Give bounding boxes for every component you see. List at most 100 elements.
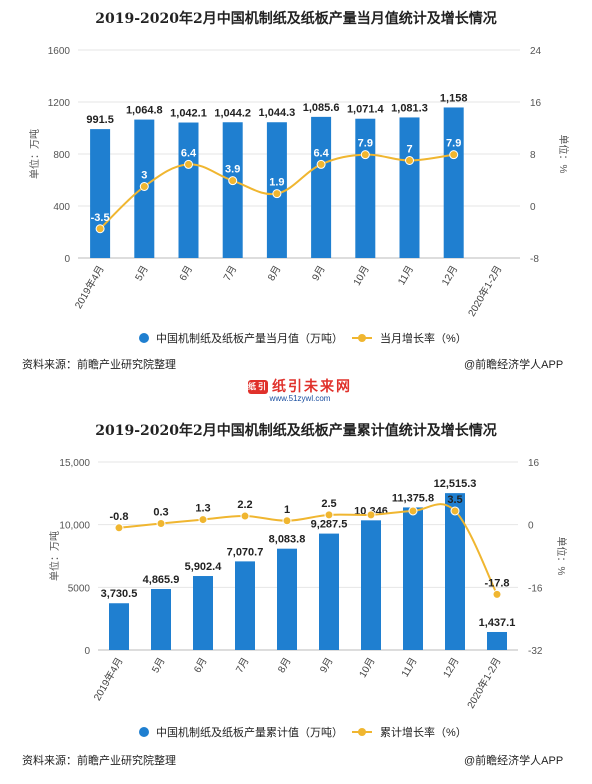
growth-label: 1.9 [269,177,284,189]
bar-label: 1,044.3 [259,107,296,119]
x-tick-label: 7月 [233,656,251,675]
x-tick-label: 7月 [221,264,239,283]
bar [445,493,465,650]
bar-label: 5,902.4 [185,561,223,573]
x-tick-label: 6月 [191,656,209,675]
bar-label: 1,158 [440,92,468,104]
growth-label: 2.5 [321,498,336,510]
bar [235,561,255,650]
growth-label: 3.9 [225,164,240,176]
bar [90,129,111,258]
growth-point [240,511,250,521]
bar-label: 8,083.8 [269,534,306,546]
legend-swatch-bar [139,727,149,737]
legend-swatch-line-dot [358,334,366,342]
growth-label: -3.5 [91,212,110,224]
cumulative-chart: 2019-2020年2月中国机制纸及纸板产量累计值统计及增长情况 0 5000 10… [0,396,592,784]
growth-label: -0.8 [110,511,129,523]
bar-label: 1,042.1 [170,108,207,120]
y-tick-left: 400 [53,202,70,213]
growth-point [405,156,414,165]
bar-label: 1,064.8 [126,105,163,117]
bar [311,116,332,258]
growth-label: 7 [406,144,412,156]
y-tick-left: 15,000 [59,458,90,469]
bar-label: 3,730.5 [101,588,138,600]
source-note: 资料来源：前瞻产业研究院整理 [22,755,176,767]
bar [487,631,507,650]
y-tick-right: -32 [528,646,543,657]
legend-label-bar: 中国机制纸及纸板产量当月值（万吨） [156,331,343,345]
bar [178,122,199,258]
y-tick-right: 16 [528,458,540,469]
growth-point [492,589,502,599]
growth-point [272,189,282,199]
x-tick-label: 2019年4月 [90,655,125,703]
bar [222,122,243,258]
growth-label: 6.4 [181,147,197,159]
x-tick-label: 9月 [310,264,328,283]
x-tick-label: 8月 [275,656,293,675]
bar-label: 1,081.3 [391,102,428,114]
bar [109,603,129,650]
bar-label: 1,437.1 [479,617,516,629]
monthly-chart: 2019-2020年2月中国机制纸及纸板产量当月值统计及增长情况 0 400 800… [0,0,592,378]
growth-point [316,159,326,169]
growth-label: 3.5 [447,494,462,506]
growth-point [228,176,238,186]
growth-point [139,182,149,191]
growth-label: 6.4 [313,147,329,159]
bar-label: 4,865.9 [143,574,180,586]
x-tick-label: 10月 [357,656,378,680]
y-tick-right: 0 [530,202,536,213]
y-tick-left: 0 [84,646,90,657]
brand-note: @前瞻经济学人APP [464,755,564,767]
x-tick-label: 5月 [133,264,151,283]
growth-point [282,516,292,526]
bar [399,117,420,258]
bar [277,548,297,650]
y-tick-right: -8 [530,254,539,265]
bar-label: 1,071.4 [347,104,385,116]
bar [193,576,213,650]
site-logo: 纸引未来纸引未来网 www.51zywl.com [230,376,370,405]
x-tick-label: 9月 [317,656,335,675]
y-axis-label-right: 单位：% [557,135,570,174]
y-axis-label-left: 单位：万吨 [48,531,61,581]
monthly-chart-plot: 0 400 800 1200 1600 -8 0 8 16 24 单位：万吨 单位：% 991.5 1,0… [28,46,570,345]
bar [361,520,381,650]
x-tick-label: 10月 [351,264,372,288]
y-axis-label-left: 单位：万吨 [28,129,41,179]
growth-point [366,510,376,520]
x-tick-label: 2020年1-2月 [464,655,504,711]
x-tick-label: 12月 [441,656,462,680]
growth-label: 7.9 [358,138,373,150]
logo-text: 纸引未来网 [272,378,352,394]
y-tick-left: 5000 [68,583,91,594]
y-tick-left: 10,000 [59,521,90,532]
cumulative-chart-plot: 0 5000 10,000 15,000 -32 -16 0 16 单位：万吨 单位：% 3,730… [48,458,568,739]
x-tick-label: 11月 [396,264,417,288]
x-tick-label: 6月 [177,264,195,283]
growth-point [450,506,460,516]
legend-swatch-bar [139,333,149,343]
growth-point [114,523,124,533]
bar [151,589,171,650]
legend-label-bar: 中国机制纸及纸板产量累计值（万吨） [156,725,343,739]
legend-swatch-line-dot [358,728,366,736]
legend-label-line: 当月增长率（%） [380,331,467,345]
chart-title: 2019-2020年2月中国机制纸及纸板产量当月值统计及增长情况 [95,11,497,27]
bar [443,107,464,259]
y-tick-left: 1600 [48,46,71,57]
bar [355,118,376,258]
y-tick-right: 8 [530,150,536,161]
growth-line [118,503,498,595]
x-tick-label: 5月 [149,656,167,675]
growth-label: 2.2 [237,499,252,511]
growth-point [360,150,370,160]
bar-label: 1,085.6 [303,102,340,114]
bar-label: 9,287.5 [311,519,348,531]
bar-label: 7,070.7 [227,546,264,558]
growth-point [184,159,193,169]
growth-label: -17.8 [484,577,509,589]
